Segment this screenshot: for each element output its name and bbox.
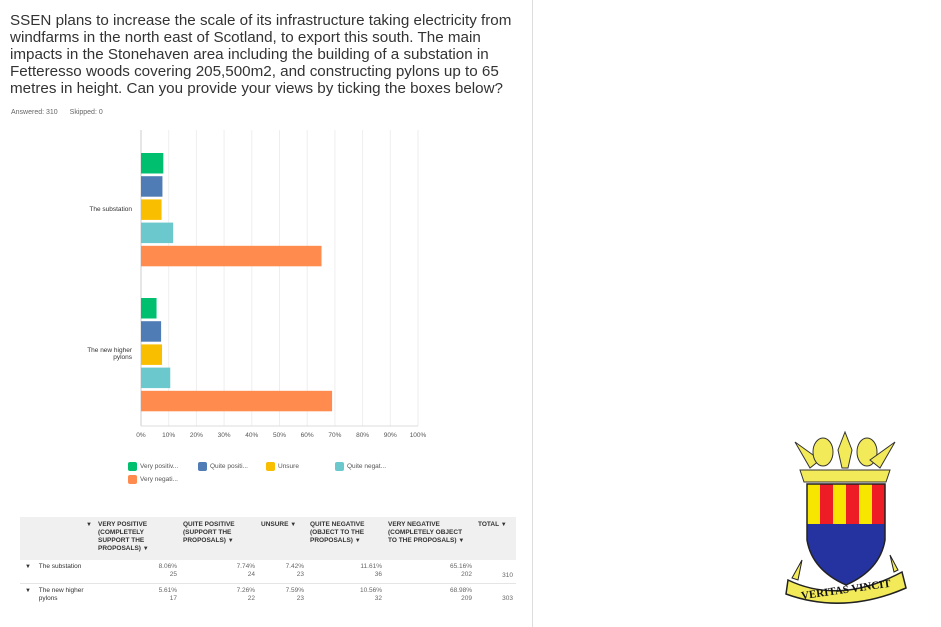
bar[interactable] (141, 298, 157, 319)
sort-caret-icon: ▼ (458, 538, 465, 544)
bar[interactable] (141, 321, 162, 342)
bar[interactable] (141, 390, 333, 412)
table-row: ▼ The new higher pylons 5.61% 17 7.26% 22 7.5… (20, 583, 516, 606)
category-label: The new higher pylons (87, 347, 132, 361)
table-cell: 7.59% 23 (285, 586, 304, 602)
sort-caret-icon: ▼ (500, 522, 507, 528)
x-tick-label: 90% (383, 432, 397, 439)
table-cell: 10.56% 32 (359, 586, 382, 602)
legend-swatch (335, 462, 344, 471)
x-tick-label: 100% (409, 432, 427, 439)
bar[interactable] (141, 199, 162, 220)
legend-swatch (128, 475, 137, 484)
sort-caret-icon: ▼ (354, 538, 361, 544)
table-cell: 11.61% 36 (307, 560, 385, 584)
column-header[interactable]: TOTAL ▼ (475, 517, 516, 560)
skipped-count: Skipped: 0 (69, 109, 103, 116)
x-tick-label: 30% (217, 432, 231, 439)
legend-label: Very negati... (140, 476, 178, 483)
survey-question-panel: SSEN plans to increase the scale of its … (10, 0, 533, 627)
legend-swatch (128, 462, 137, 471)
table-row: ▼ The substation 8.06% 25 7.74% 24 7.42% 23 11.… (20, 560, 516, 584)
table-cell: 7.74% 24 (180, 560, 258, 584)
table-cell: 68.98% 209 (449, 586, 472, 602)
legend-swatch (266, 462, 275, 471)
column-header[interactable]: VERY POSITIVE (COMPLETELY SUPPORT THE PR… (95, 517, 180, 560)
sort-caret-icon: ▼ (290, 522, 297, 528)
column-header[interactable]: UNSURE ▼ (258, 517, 307, 560)
expand-caret-icon[interactable]: ▼ (25, 587, 31, 594)
x-tick-label: 20% (189, 432, 203, 439)
table-cell: 65.16% 202 (385, 560, 475, 584)
legend-label: Very positiv... (140, 463, 179, 470)
x-tick-label: 60% (300, 432, 314, 439)
table-cell: 5.61% 17 (158, 586, 177, 602)
x-tick-label: 10% (162, 432, 176, 439)
legend-item[interactable]: Very positiv... (128, 462, 178, 471)
legend-item[interactable]: Quite negat... (335, 462, 386, 471)
sort-caret-icon[interactable]: ▼ (86, 522, 92, 528)
legend-label: Quite positi... (210, 463, 248, 470)
question-text: SSEN plans to increase the scale of its … (10, 12, 512, 97)
answered-count: Answered: 310 (11, 109, 58, 116)
response-counts: Answered: 310 Skipped: 0 (11, 109, 113, 116)
x-tick-label: 40% (245, 432, 259, 439)
sort-caret-icon: ▼ (142, 546, 149, 552)
bar-chart (140, 130, 419, 427)
table-cell: 8.06% 25 (95, 560, 180, 584)
column-header[interactable]: VERY NEGATIVE (COMPLETELY OBJECT TO THE … (385, 517, 475, 560)
bar[interactable] (141, 344, 163, 365)
column-header[interactable]: QUITE NEGATIVE (OBJECT TO THE PROPOSALS)… (307, 517, 385, 560)
results-table: ▼ VERY POSITIVE (COMPLETELY SUPPORT THE … (20, 517, 516, 606)
total-cell: 310 (475, 560, 516, 584)
x-tick-label: 0% (136, 432, 146, 439)
bar[interactable] (141, 367, 171, 389)
x-tick-label: 80% (356, 432, 370, 439)
row-label: The substation (38, 563, 82, 570)
bar[interactable] (141, 176, 163, 197)
x-tick-label: 70% (328, 432, 342, 439)
sort-caret-icon: ▼ (227, 538, 234, 544)
bar[interactable] (141, 245, 322, 267)
legend-item[interactable]: Quite positi... (198, 462, 248, 471)
bar[interactable] (141, 153, 164, 174)
total-cell: 303 (502, 594, 513, 602)
legend-swatch (198, 462, 207, 471)
table-cell: 7.42% 23 (258, 560, 307, 584)
row-label: The new higher pylons (38, 586, 84, 602)
legend-item[interactable]: Unsure (266, 462, 299, 471)
expand-caret-icon[interactable]: ▼ (25, 564, 31, 570)
legend-item[interactable]: Very negati... (128, 475, 178, 484)
table-cell: 7.26% 22 (236, 586, 255, 602)
x-tick-label: 50% (272, 432, 286, 439)
column-header[interactable]: QUITE POSITIVE (SUPPORT THE PROPOSALS) ▼ (180, 517, 258, 560)
legend-label: Unsure (278, 463, 299, 470)
category-label: The substation (89, 206, 132, 213)
crest-logo: VERITAS VINCIT (785, 430, 907, 604)
bar[interactable] (141, 222, 174, 244)
legend-label: Quite negat... (347, 463, 387, 470)
